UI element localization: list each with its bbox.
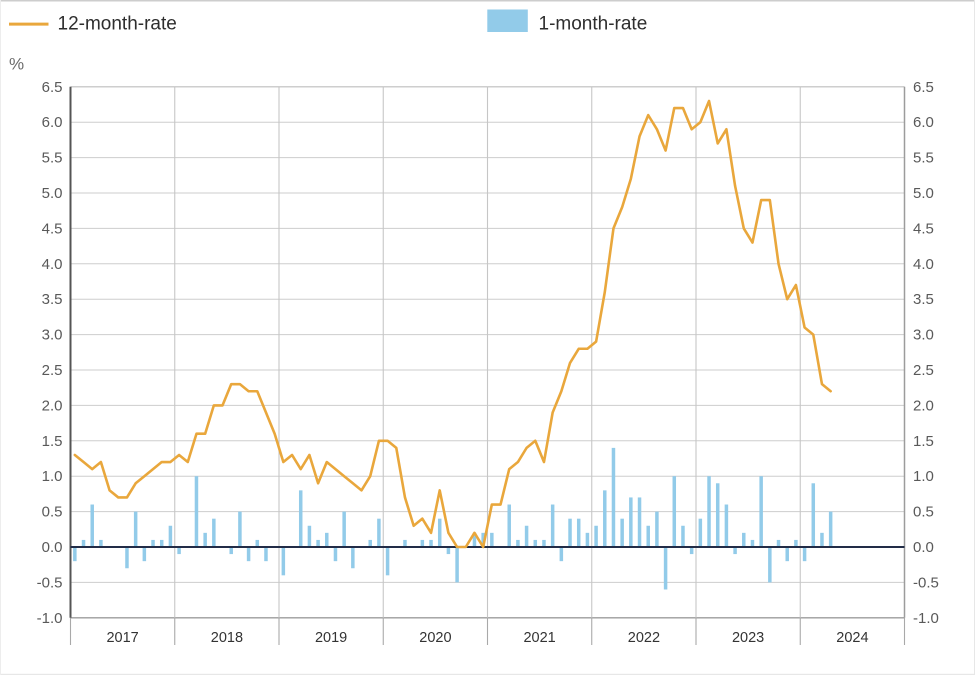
svg-text:2.0: 2.0 (913, 397, 934, 414)
svg-text:-1.0: -1.0 (37, 610, 63, 627)
svg-text:2019: 2019 (315, 630, 347, 646)
svg-text:2024: 2024 (836, 630, 868, 646)
svg-text:0.0: 0.0 (913, 539, 934, 556)
svg-text:-0.5: -0.5 (37, 574, 63, 591)
svg-text:-1.0: -1.0 (913, 610, 939, 627)
svg-text:1.5: 1.5 (913, 433, 934, 450)
svg-text:1.5: 1.5 (42, 433, 63, 450)
svg-text:3.0: 3.0 (913, 327, 934, 344)
svg-text:2023: 2023 (732, 630, 764, 646)
svg-text:5.5: 5.5 (42, 150, 63, 167)
svg-text:2018: 2018 (211, 630, 243, 646)
svg-text:2.0: 2.0 (42, 397, 63, 414)
svg-text:5.0: 5.0 (913, 185, 934, 202)
svg-text:2020: 2020 (419, 630, 451, 646)
svg-text:4.5: 4.5 (42, 220, 63, 237)
svg-text:0.5: 0.5 (42, 504, 63, 521)
svg-text:3.0: 3.0 (42, 327, 63, 344)
svg-text:2022: 2022 (628, 630, 660, 646)
svg-text:0.0: 0.0 (42, 539, 63, 556)
svg-text:6.0: 6.0 (913, 114, 934, 131)
svg-text:6.5: 6.5 (913, 79, 934, 96)
svg-text:4.5: 4.5 (913, 220, 934, 237)
svg-text:5.0: 5.0 (42, 185, 63, 202)
svg-text:6.5: 6.5 (42, 79, 63, 96)
svg-text:5.5: 5.5 (913, 150, 934, 167)
svg-text:4.0: 4.0 (913, 256, 934, 273)
svg-text:-0.5: -0.5 (913, 574, 939, 591)
svg-text:1-month-rate: 1-month-rate (539, 14, 648, 35)
svg-text:2.5: 2.5 (913, 362, 934, 379)
svg-text:6.0: 6.0 (42, 114, 63, 131)
svg-text:4.0: 4.0 (42, 256, 63, 273)
svg-text:3.5: 3.5 (42, 291, 63, 308)
svg-text:1.0: 1.0 (913, 468, 934, 485)
svg-text:2017: 2017 (106, 630, 138, 646)
svg-text:3.5: 3.5 (913, 291, 934, 308)
svg-text:2021: 2021 (523, 630, 555, 646)
svg-text:1.0: 1.0 (42, 468, 63, 485)
svg-text:0.5: 0.5 (913, 504, 934, 521)
svg-text:%: % (9, 55, 24, 74)
svg-text:2.5: 2.5 (42, 362, 63, 379)
svg-text:12-month-rate: 12-month-rate (58, 14, 177, 35)
